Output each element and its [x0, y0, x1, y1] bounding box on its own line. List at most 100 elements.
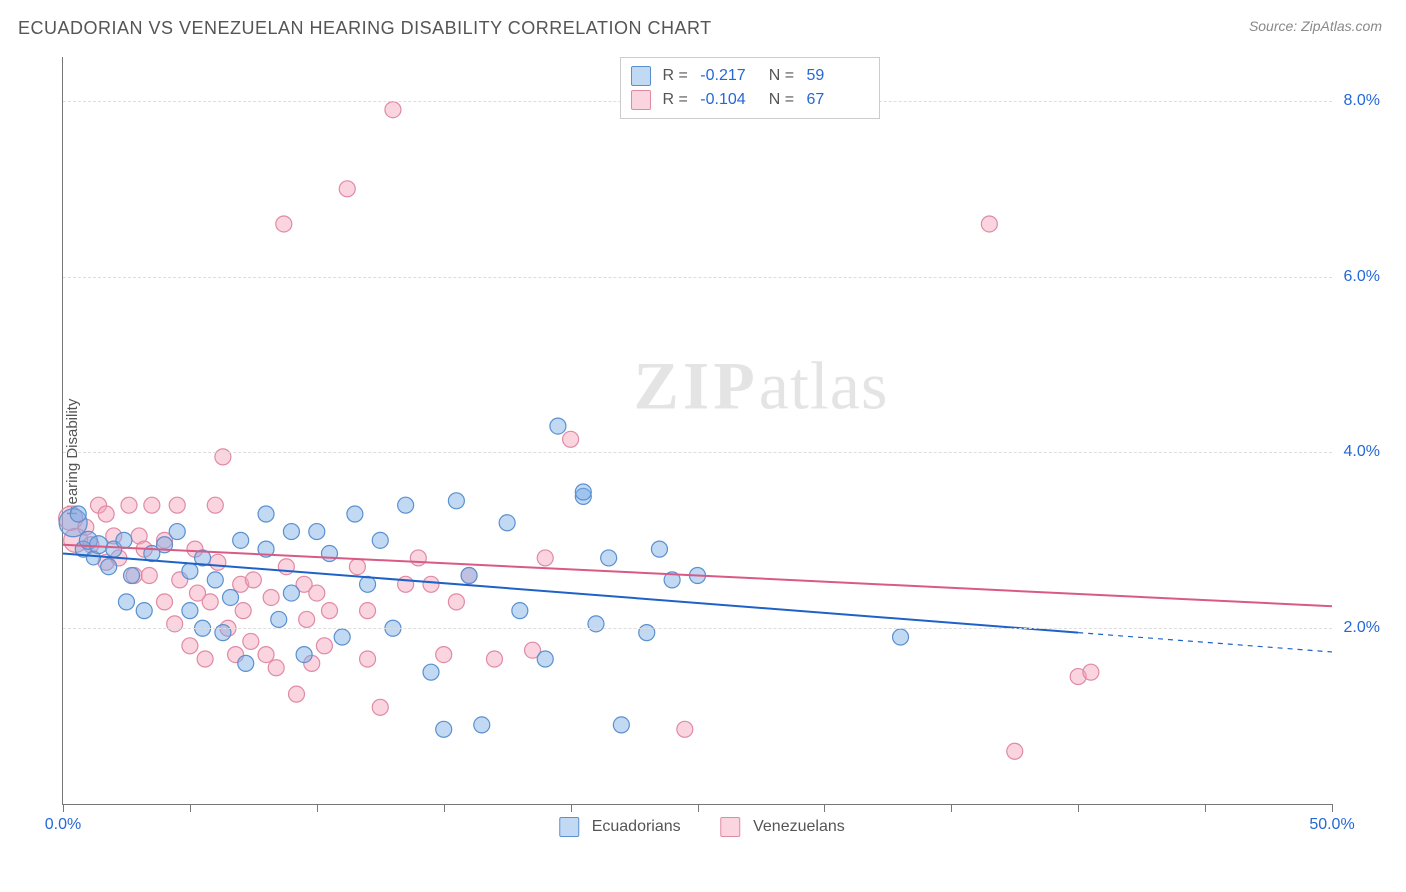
data-point — [296, 647, 312, 663]
data-point — [601, 550, 617, 566]
data-point — [157, 594, 173, 610]
data-point — [448, 493, 464, 509]
data-point — [651, 541, 667, 557]
data-point — [271, 611, 287, 627]
stat-n-label: N = — [764, 91, 798, 109]
data-point — [268, 660, 284, 676]
legend-label: Ecuadorians — [592, 818, 681, 835]
stat-r-label: R = — [662, 67, 692, 85]
data-point — [563, 431, 579, 447]
source-label: Source: ZipAtlas.com — [1249, 18, 1382, 34]
data-point — [288, 686, 304, 702]
data-point — [537, 651, 553, 667]
stats-row: R = -0.217 N = 59 — [630, 64, 862, 88]
data-point — [372, 699, 388, 715]
data-point — [223, 589, 239, 605]
data-point — [258, 647, 274, 663]
stat-r-value: -0.217 — [700, 67, 756, 85]
data-point — [316, 638, 332, 654]
data-point — [182, 638, 198, 654]
data-point — [499, 515, 515, 531]
data-point — [410, 550, 426, 566]
data-point — [512, 603, 528, 619]
stat-n-value: 59 — [807, 67, 863, 85]
data-point — [263, 589, 279, 605]
data-point — [202, 594, 218, 610]
x-tick — [951, 804, 952, 812]
data-point — [474, 717, 490, 733]
data-point — [448, 594, 464, 610]
data-point — [461, 568, 477, 584]
data-point — [98, 506, 114, 522]
swatch-icon — [630, 66, 650, 86]
stats-legend-box: R = -0.217 N = 59 R = -0.104 N = 67 — [619, 57, 879, 119]
x-tick — [1332, 804, 1333, 812]
data-point — [436, 647, 452, 663]
x-tick — [824, 804, 825, 812]
data-point — [121, 497, 137, 513]
plot-area: ZIPatlas R = -0.217 N = 59 R = -0.104 N … — [62, 57, 1332, 805]
legend-label: Venezuelans — [753, 818, 845, 835]
data-point — [423, 576, 439, 592]
data-point — [588, 616, 604, 632]
x-tick — [698, 804, 699, 812]
y-tick-label: 4.0% — [1344, 443, 1380, 461]
data-point — [398, 576, 414, 592]
data-point — [101, 559, 117, 575]
data-point — [347, 506, 363, 522]
chart-title: ECUADORIAN VS VENEZUELAN HEARING DISABIL… — [18, 18, 712, 39]
data-point — [210, 554, 226, 570]
data-point — [360, 603, 376, 619]
x-tick — [190, 804, 191, 812]
swatch-icon — [721, 817, 741, 837]
stat-r-label: R = — [662, 91, 692, 109]
data-point — [207, 497, 223, 513]
data-point — [235, 603, 251, 619]
data-point — [245, 572, 261, 588]
data-point — [436, 721, 452, 737]
data-point — [283, 524, 299, 540]
x-tick-label: 50.0% — [1309, 816, 1354, 834]
x-tick — [444, 804, 445, 812]
x-tick — [317, 804, 318, 812]
data-point — [215, 449, 231, 465]
data-point — [893, 629, 909, 645]
x-tick — [1205, 804, 1206, 812]
x-tick-label: 0.0% — [45, 816, 81, 834]
data-point — [321, 603, 337, 619]
data-point — [299, 611, 315, 627]
data-point — [360, 651, 376, 667]
data-point — [339, 181, 355, 197]
swatch-icon — [630, 90, 650, 110]
legend-item: Venezuelans — [721, 817, 845, 837]
data-point — [233, 532, 249, 548]
legend-item: Ecuadorians — [559, 817, 680, 837]
data-point — [486, 651, 502, 667]
trend-line — [63, 554, 1078, 633]
x-tick — [1078, 804, 1079, 812]
data-point — [677, 721, 693, 737]
data-point — [372, 532, 388, 548]
data-point — [243, 633, 259, 649]
data-point — [124, 568, 140, 584]
data-point — [70, 506, 86, 522]
data-point — [613, 717, 629, 733]
data-point — [639, 625, 655, 641]
data-point — [1007, 743, 1023, 759]
data-point — [182, 563, 198, 579]
stat-r-value: -0.104 — [700, 91, 756, 109]
data-point — [575, 484, 591, 500]
data-point — [118, 594, 134, 610]
data-point — [334, 629, 350, 645]
data-point — [116, 532, 132, 548]
data-point — [215, 625, 231, 641]
chart-container: Hearing Disability ZIPatlas R = -0.217 N… — [18, 47, 1386, 867]
swatch-icon — [559, 817, 579, 837]
data-point — [195, 620, 211, 636]
x-tick — [571, 804, 572, 812]
data-point — [309, 524, 325, 540]
data-point — [144, 497, 160, 513]
y-tick-label: 6.0% — [1344, 268, 1380, 286]
data-point — [321, 546, 337, 562]
data-point — [385, 102, 401, 118]
